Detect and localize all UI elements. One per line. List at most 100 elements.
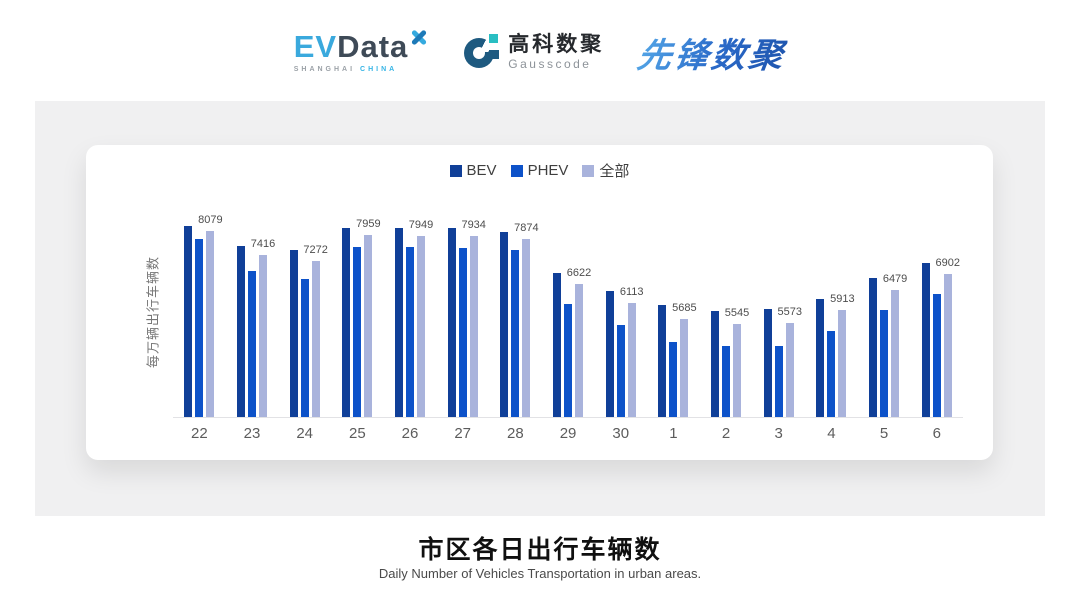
value-label: 5913	[830, 293, 855, 305]
gausscode-en-text: Gausscode	[508, 57, 592, 72]
evdata-logo: EV Data SHANGHAI CHINA	[293, 29, 431, 73]
bar-group: 7272	[289, 212, 328, 417]
bar-group: 7416	[237, 212, 275, 417]
x-tick-label: 22	[190, 425, 208, 442]
evdata-ev-text: EV	[293, 29, 338, 64]
x-tick-label: 2	[721, 425, 731, 442]
bar-all	[733, 324, 742, 417]
value-label: 7949	[408, 219, 434, 231]
bar-phev	[669, 342, 678, 417]
value-label: 7874	[514, 222, 539, 234]
x-tick-label: 26	[401, 425, 419, 442]
bar-bev	[553, 273, 562, 417]
page-subtitle: Daily Number of Vehicles Transportation …	[378, 566, 702, 581]
evdata-shanghai-text: SHANGHAI	[293, 66, 356, 73]
legend-item-all[interactable]: 全部	[582, 160, 629, 181]
bar-slot: 6479	[858, 212, 911, 417]
gausscode-logo: 高科数聚 Gausscode	[464, 33, 604, 71]
bar-slot: 7874	[489, 212, 542, 417]
value-label: 6622	[566, 267, 592, 279]
value-label: 5685	[672, 302, 697, 314]
bar-all	[206, 231, 215, 417]
bar-all	[469, 236, 478, 417]
bar-all	[522, 239, 531, 417]
x-tick-label: 3	[774, 425, 783, 442]
x-tick-label: 6	[932, 425, 941, 442]
bar-all	[575, 284, 584, 417]
bar-phev	[932, 294, 941, 417]
header-logos: EV Data SHANGHAI CHINA 高科数聚 Gausscode 先锋数…	[0, 16, 1080, 88]
bar-phev	[300, 279, 309, 417]
bar-slot: 6622	[542, 212, 595, 417]
bar-phev	[195, 239, 204, 417]
chart-panel: BEV PHEV 全部 每万辆出行车辆数 8079 7416 7272 7959 794…	[35, 101, 1045, 516]
bar-phev	[248, 271, 256, 417]
bar-group: 8079	[184, 212, 223, 417]
value-label: 7934	[461, 219, 486, 231]
x-tick-label: 30	[612, 425, 630, 442]
bar-all	[364, 235, 373, 417]
bar-slot: 5913	[805, 212, 858, 417]
x-axis-line	[173, 417, 963, 418]
bar-slot: 7416	[226, 212, 279, 417]
bar-all	[417, 236, 426, 417]
value-label: 8079	[198, 214, 223, 226]
bar-bev	[342, 228, 351, 417]
legend-item-bev[interactable]: BEV	[449, 162, 497, 179]
x-tick-label: 24	[296, 425, 314, 442]
bar-group: 7874	[500, 212, 539, 417]
legend-item-phev[interactable]: PHEV	[510, 162, 569, 179]
value-label: 5573	[777, 306, 802, 318]
bar-phev	[827, 331, 836, 417]
bar-slot: 6902	[910, 212, 963, 417]
x-tick-label: 25	[349, 425, 366, 442]
value-label: 7959	[356, 218, 381, 230]
x-tick-label: 23	[243, 425, 261, 442]
bar-phev	[511, 250, 520, 417]
bar-phev	[722, 346, 731, 417]
x-axis-labels: 22 23 24 25 26 27 28 29 30 1 2 3 4 5 6	[173, 425, 963, 442]
legend-swatch-phev	[510, 164, 523, 177]
bar-group: 7949	[395, 212, 433, 417]
bar-all	[838, 310, 847, 417]
bar-group: 7959	[342, 212, 381, 417]
x-tick-label: 28	[507, 425, 524, 442]
bar-bev	[816, 299, 825, 417]
gausscode-cn-text: 高科数聚	[508, 32, 605, 56]
bar-slot: 5685	[647, 212, 700, 417]
legend-label-phev: PHEV	[527, 162, 569, 179]
chart-card: BEV PHEV 全部 每万辆出行车辆数 8079 7416 7272 7959 794…	[86, 145, 993, 460]
legend-swatch-all	[582, 164, 595, 177]
bar-bev	[921, 263, 930, 417]
value-label: 7416	[250, 238, 276, 250]
bar-bev	[711, 311, 720, 417]
evdata-china-text: CHINA	[360, 66, 398, 73]
bar-all	[311, 261, 320, 417]
bar-all	[627, 303, 636, 417]
bar-phev	[880, 310, 889, 417]
evdata-data-text: Data	[337, 29, 409, 64]
value-label: 6902	[935, 257, 960, 269]
bar-all	[259, 255, 267, 417]
bar-slot: 8079	[173, 212, 226, 417]
bar-group: 6113	[605, 212, 644, 417]
bar-group: 6902	[921, 212, 960, 417]
bar-bev	[658, 305, 667, 417]
value-label: 7272	[303, 244, 328, 256]
x-tick-label: 5	[879, 425, 889, 442]
bar-all	[943, 274, 952, 417]
pioneer-logo: 先锋数聚	[635, 28, 790, 77]
bar-bev	[289, 250, 298, 417]
value-label: 5545	[724, 307, 750, 319]
bar-bev	[605, 291, 614, 417]
x-tick-label: 1	[669, 425, 678, 442]
bar-phev	[353, 247, 362, 417]
bar-bev	[447, 228, 456, 417]
x-tick-label: 29	[559, 425, 577, 442]
bar-all	[680, 319, 689, 417]
bar-slot: 5545	[700, 212, 753, 417]
bar-group: 6622	[553, 212, 591, 417]
bar-bev	[500, 232, 509, 417]
bar-phev	[616, 325, 625, 417]
